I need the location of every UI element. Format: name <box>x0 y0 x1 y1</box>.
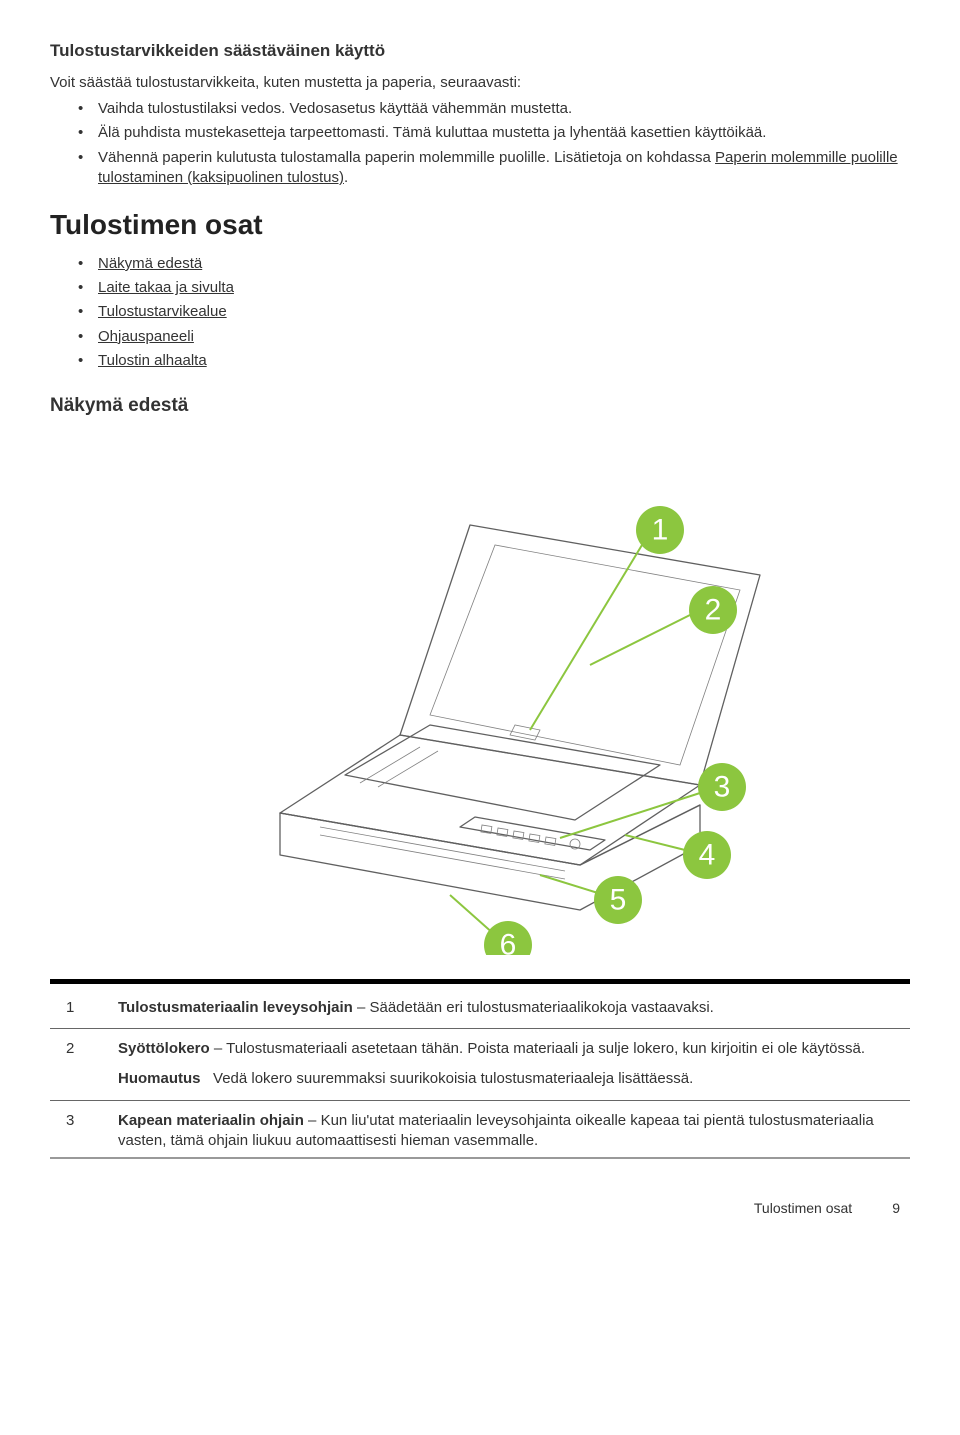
svg-text:3: 3 <box>714 770 731 803</box>
footer-section-label: Tulostimen osat <box>754 1199 852 1218</box>
supplies-saving-list: Vaihda tulostustilaksi vedos. Vedosasetu… <box>50 99 910 188</box>
callout-2: 2 <box>689 586 737 634</box>
bullet-text: Älä puhdista mustekasetteja tarpeettomas… <box>98 124 766 141</box>
callout-3: 3 <box>698 763 746 811</box>
svg-text:2: 2 <box>705 593 722 626</box>
part-desc: – Säädetään eri tulostusmateriaalikokoja… <box>353 999 714 1016</box>
row-number: 1 <box>50 988 106 1029</box>
callout-5: 5 <box>594 876 642 924</box>
bullet-text-before: Vähennä paperin kulutusta tulostamalla p… <box>98 149 715 166</box>
supplies-saving-intro: Voit säästää tulostustarvikkeita, kuten … <box>50 73 910 93</box>
row-desc: Kapean materiaalin ohjain – Kun liu'utat… <box>106 1100 910 1151</box>
parts-table: 1 Tulostusmateriaalin leveysohjain – Sää… <box>50 988 910 1151</box>
svg-text:1: 1 <box>652 513 669 546</box>
list-item: Ohjauspaneeli <box>98 327 910 347</box>
nav-link-rear-side[interactable]: Laite takaa ja sivulta <box>98 279 234 296</box>
callout-6: 6 <box>484 921 532 955</box>
list-item: Vähennä paperin kulutusta tulostamalla p… <box>98 148 910 189</box>
svg-text:5: 5 <box>610 883 627 916</box>
part-term: Tulostusmateriaalin leveysohjain <box>118 999 353 1016</box>
printer-front-diagram: 1 2 3 4 5 6 <box>160 435 800 955</box>
list-item: Tulostustarvikealue <box>98 302 910 322</box>
list-item: Näkymä edestä <box>98 254 910 274</box>
note-label: Huomautus <box>118 1070 201 1087</box>
list-item: Laite takaa ja sivulta <box>98 278 910 298</box>
table-header-bar <box>50 979 910 984</box>
callout-1: 1 <box>636 506 684 554</box>
nav-link-supply-area[interactable]: Tulostustarvikealue <box>98 303 227 320</box>
footer-page-number: 9 <box>892 1199 900 1218</box>
part-desc: – Tulostusmateriaali asetetaan tähän. Po… <box>210 1040 865 1057</box>
list-item: Vaihda tulostustilaksi vedos. Vedosasetu… <box>98 99 910 119</box>
table-row: 2 Syöttölokero – Tulostusmateriaali aset… <box>50 1029 910 1101</box>
table-row: 1 Tulostusmateriaalin leveysohjain – Sää… <box>50 988 910 1029</box>
section-nav-links: Näkymä edestä Laite takaa ja sivulta Tul… <box>50 254 910 371</box>
row-desc: Syöttölokero – Tulostusmateriaali asetet… <box>106 1029 910 1101</box>
nav-link-front-view[interactable]: Näkymä edestä <box>98 255 202 272</box>
bullet-text: Vaihda tulostustilaksi vedos. Vedosasetu… <box>98 100 572 117</box>
part-term: Syöttölokero <box>118 1040 210 1057</box>
list-item: Tulostin alhaalta <box>98 351 910 371</box>
nav-link-bottom-view[interactable]: Tulostin alhaalta <box>98 352 207 369</box>
nav-link-control-panel[interactable]: Ohjauspaneeli <box>98 328 194 345</box>
row-number: 3 <box>50 1100 106 1151</box>
table-bottom-rule <box>50 1157 910 1159</box>
bullet-text-after: . <box>344 169 348 186</box>
part-term: Kapean materiaalin ohjain <box>118 1112 304 1129</box>
callout-4: 4 <box>683 831 731 879</box>
row-number: 2 <box>50 1029 106 1101</box>
printer-parts-heading: Tulostimen osat <box>50 206 910 244</box>
page-footer: Tulostimen osat 9 <box>50 1199 910 1218</box>
front-view-heading: Näkymä edestä <box>50 393 910 419</box>
table-row: 3 Kapean materiaalin ohjain – Kun liu'ut… <box>50 1100 910 1151</box>
svg-text:6: 6 <box>500 928 517 955</box>
list-item: Älä puhdista mustekasetteja tarpeettomas… <box>98 123 910 143</box>
supplies-saving-title: Tulostustarvikkeiden säästäväinen käyttö <box>50 40 910 63</box>
note-text: Vedä lokero suuremmaksi suurikokoisia tu… <box>209 1070 693 1087</box>
svg-text:4: 4 <box>699 838 716 871</box>
row-desc: Tulostusmateriaalin leveysohjain – Sääde… <box>106 988 910 1029</box>
